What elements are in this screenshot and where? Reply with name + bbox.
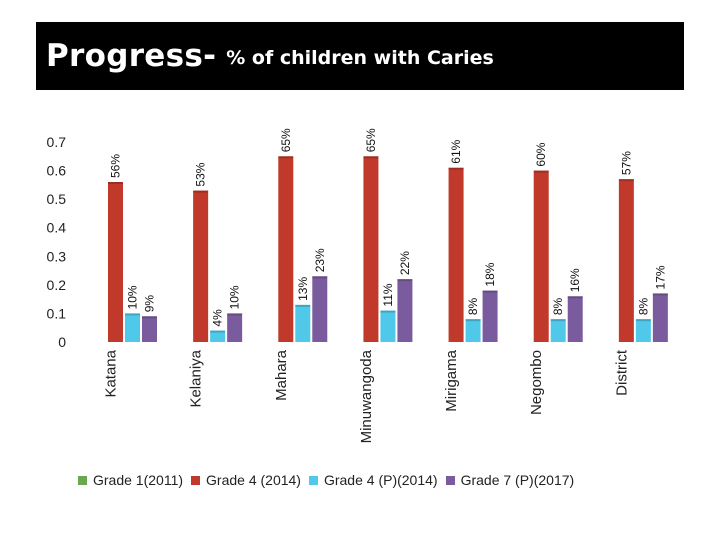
y-tick-label: 0.7 [47,134,67,150]
y-tick-label: 0.2 [47,277,67,293]
x-tick-label: District [613,349,630,396]
bar-top-edge [397,279,413,282]
data-label: 13% [296,277,310,301]
bar-grade4p [550,319,566,342]
data-label: 8% [551,297,565,315]
legend-label: Grade 1(2011) [93,472,184,488]
bar-top-edge [533,170,549,173]
bar-grade4 [278,156,294,342]
bar-top-edge [618,179,634,182]
legend-label: Grade 4 (2014) [206,472,301,488]
data-label: 8% [466,297,480,315]
data-label: 57% [619,151,633,175]
data-label: 65% [364,128,378,152]
bar-top-edge [567,296,583,299]
bar-top-edge [448,167,464,170]
data-label: 4% [211,309,225,327]
bar-top-edge [295,304,311,307]
title-main: Progress- [46,38,217,74]
data-label: 11% [381,283,395,306]
bar-grade4p [465,319,481,342]
data-label: 61% [449,139,463,163]
data-label: 23% [313,248,327,272]
bar-top-edge [550,319,566,322]
legend-item: Grade 1(2011) [78,472,183,488]
bar-top-edge [380,310,396,313]
y-tick-label: 0.5 [47,191,67,207]
bar-grade7 [397,279,413,342]
bar-grade4 [618,179,634,342]
bar-grade4 [108,182,123,342]
bar-grade4 [363,156,379,342]
bar-grade4p [295,304,311,342]
bar-top-edge [635,319,651,322]
bar-top-edge [227,313,243,316]
bar-grade4 [533,170,549,342]
data-label: 17% [653,265,667,289]
bar-grade4p [210,330,226,342]
bar-top-edge [312,276,328,279]
data-label: 16% [568,268,582,292]
data-label: 65% [279,128,293,152]
legend-swatch [191,475,201,485]
legend-item: Grade 4 (2014) [191,472,301,488]
x-tick-label: Negombo [528,350,545,415]
bar-top-edge [142,316,157,319]
y-tick-label: 0.3 [47,248,67,264]
y-tick-label: 0.6 [47,163,67,179]
bar-top-edge [278,156,294,159]
legend-swatch [445,475,455,485]
data-label: 18% [483,262,497,286]
y-tick-label: 0.4 [47,220,67,236]
bar-grade4p [125,313,140,342]
data-label: 60% [534,142,548,166]
bar-grade7 [482,290,498,342]
bar-top-edge [363,156,379,159]
data-label: 10% [126,285,140,309]
x-tick-label: Minuwangoda [358,349,375,443]
legend-swatch [308,475,318,485]
data-label: 22% [398,251,412,275]
legend-swatch [78,475,87,485]
bar-grade4 [193,190,209,342]
bar-top-edge [652,293,668,296]
data-label: 8% [636,297,650,315]
data-label: 10% [228,285,242,309]
chart-legend: Grade 1(2011) Grade 4 (2014) Grade 4 (P)(2… [78,468,678,492]
bar-grade7 [312,276,328,342]
bar-grade7 [652,293,668,342]
x-tick-label: Kelaniya [188,349,205,407]
x-tick-label: Mirigama [443,349,460,411]
bar-top-edge [193,190,209,193]
data-label: 9% [143,295,157,313]
bar-top-edge [108,182,123,184]
data-label: 56% [109,154,123,178]
bar-top-edge [465,319,481,322]
x-tick-label: Katana [103,349,120,397]
bar-grade4p [635,319,651,342]
title-subtitle: % of children with Caries [226,47,494,69]
title-bar: Progress- % of children with Caries [36,22,684,90]
bar-grade4 [448,167,464,342]
bar-top-edge [125,313,140,316]
legend-item: Grade 4 (P)(2014) [308,472,438,488]
y-tick-label: 0.1 [47,305,67,321]
bar-grade7 [227,313,243,342]
y-tick-label: 0 [58,334,66,350]
bar-grade4p [380,310,396,342]
bar-grade7 [142,316,157,342]
bar-grade7 [567,296,583,342]
bar-top-edge [210,330,226,333]
x-tick-label: Mahara [273,349,290,401]
data-label: 53% [194,162,208,186]
bar-top-edge [482,290,498,293]
legend-item: Grade 7 (P)(2017) [445,472,575,488]
legend-label: Grade 4 (P)(2014) [323,472,438,488]
legend-label: Grade 7 (P)(2017) [460,472,575,488]
